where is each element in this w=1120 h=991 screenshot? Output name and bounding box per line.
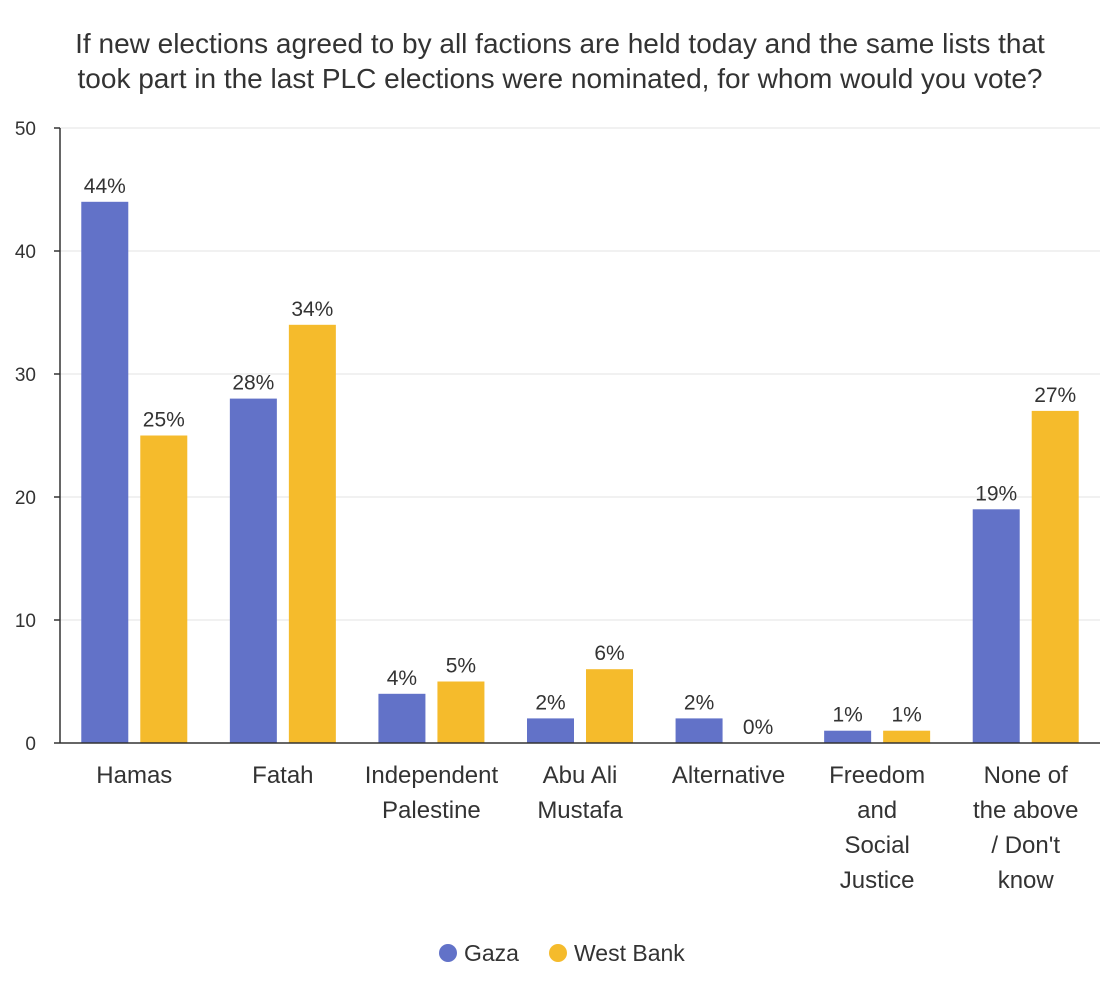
gridlines [60, 127, 1100, 621]
data-label: 4% [387, 667, 417, 690]
bar-west-bank [437, 681, 485, 743]
x-category-label: Fatah [252, 762, 313, 789]
bar-west-bank [883, 730, 931, 743]
bar-gaza [378, 693, 426, 743]
x-category-label: the above [973, 797, 1078, 824]
data-label: 28% [232, 372, 274, 395]
legend-marker-west-bank [549, 944, 567, 962]
data-label: 1% [832, 704, 862, 727]
legend-label: West Bank [574, 940, 685, 966]
y-tick-label: 10 [15, 611, 36, 632]
y-tick-label: 0 [25, 734, 36, 755]
data-label: 0% [743, 716, 773, 739]
bar-gaza [972, 509, 1020, 743]
legend-marker-gaza [439, 944, 457, 962]
legend-label: Gaza [464, 940, 519, 966]
x-category-label: None of [984, 762, 1068, 789]
axes [59, 128, 1100, 744]
x-category-label: Abu Ali [543, 762, 618, 789]
bar-west-bank [288, 324, 336, 743]
bar-west-bank [1031, 410, 1079, 743]
data-label: 1% [891, 704, 921, 727]
y-axis-ticks: 0 10 20 30 40 50 [15, 119, 60, 755]
x-category-label: / Don't [991, 832, 1060, 859]
chart-title-line: If new elections agreed to by all factio… [75, 28, 1045, 59]
bar-gaza [81, 201, 129, 744]
chart-title-line: took part in the last PLC elections were… [78, 63, 1043, 94]
bar-gaza [824, 730, 872, 743]
bar-gaza [675, 718, 723, 743]
legend: Gaza West Bank [439, 940, 685, 966]
bar-west-bank [586, 669, 633, 743]
bar-gaza [527, 718, 574, 743]
x-category-label: Social [844, 832, 909, 859]
data-label: 44% [84, 175, 126, 198]
data-label: 25% [143, 409, 185, 432]
data-label: 6% [594, 642, 624, 665]
chart-title: If new elections agreed to by all factio… [75, 28, 1045, 94]
y-tick-label: 30 [15, 365, 36, 386]
data-label: 34% [291, 298, 333, 321]
data-label: 2% [535, 691, 565, 714]
bar-gaza [229, 398, 277, 743]
data-label: 2% [684, 691, 714, 714]
x-category-label: and [857, 797, 897, 824]
bars [81, 201, 1079, 744]
x-category-label: Mustafa [537, 797, 623, 824]
x-category-label: Hamas [96, 762, 172, 789]
x-category-label: know [998, 867, 1055, 894]
bar-west-bank [140, 435, 188, 743]
x-category-label: Palestine [382, 797, 481, 824]
x-category-label: Justice [840, 867, 915, 894]
data-label: 19% [975, 482, 1017, 505]
y-tick-label: 50 [15, 119, 36, 140]
y-tick-label: 40 [15, 242, 36, 263]
data-labels: 44% 25% 28% 34% 4% 5% 2% 6% 2% 0% 1% 1% 19% 27% [84, 175, 1076, 739]
x-category-label: Freedom [829, 762, 925, 789]
x-axis-categories: Hamas Fatah Independent Palestine Abu Ali Mus… [96, 762, 1078, 894]
x-category-label: Alternative [672, 762, 785, 789]
data-label: 27% [1034, 384, 1076, 407]
y-tick-label: 20 [15, 488, 36, 509]
x-category-label: Independent [365, 762, 499, 789]
data-label: 5% [446, 655, 476, 678]
